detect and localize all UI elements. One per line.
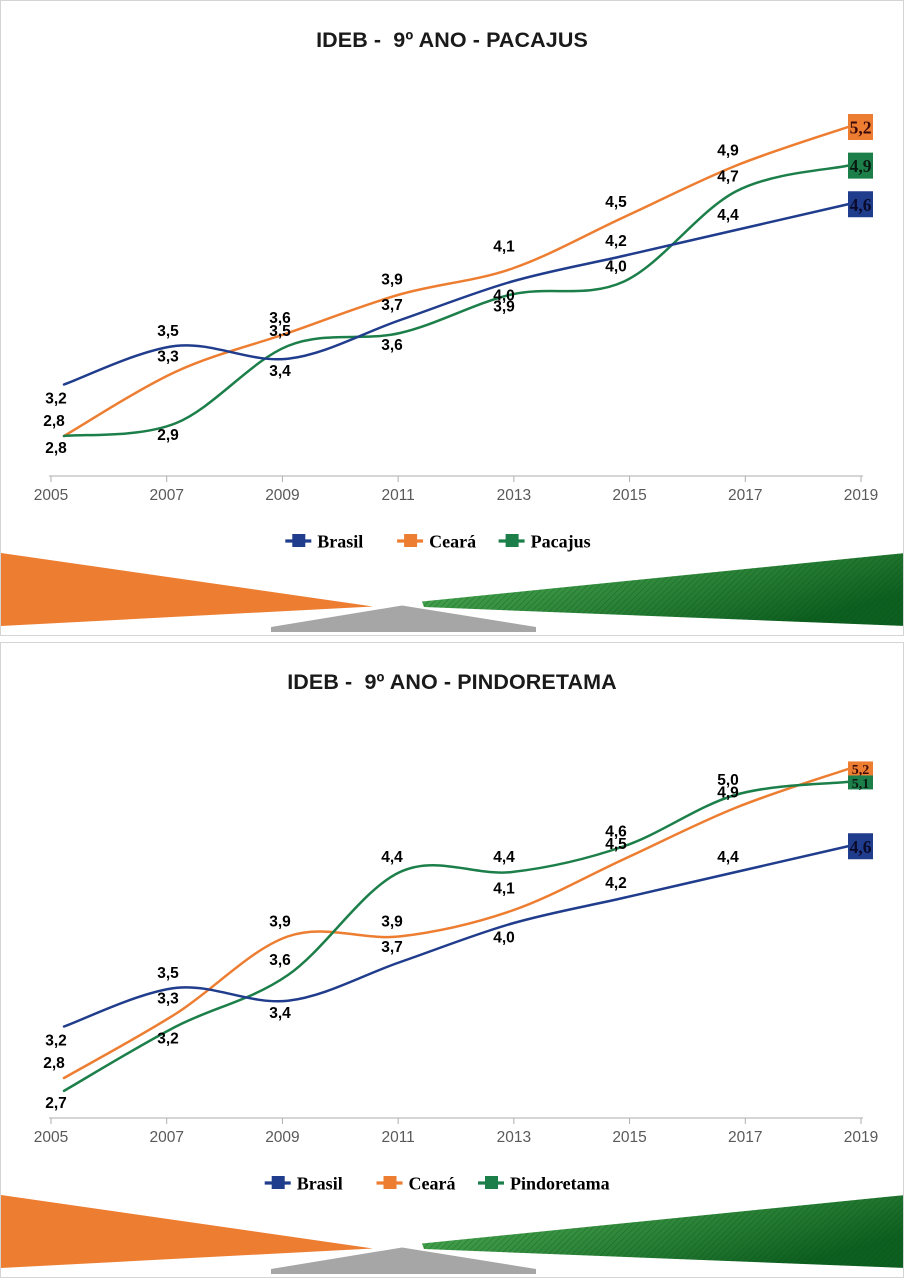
svg-text:4,7: 4,7 bbox=[717, 168, 739, 185]
svg-text:4,4: 4,4 bbox=[717, 207, 739, 224]
svg-text:3,6: 3,6 bbox=[381, 337, 403, 354]
svg-text:2007: 2007 bbox=[149, 487, 183, 504]
svg-text:2,8: 2,8 bbox=[43, 413, 65, 430]
svg-text:3,2: 3,2 bbox=[45, 1033, 67, 1050]
svg-text:4,6: 4,6 bbox=[850, 195, 872, 215]
svg-text:5,0: 5,0 bbox=[717, 772, 739, 789]
svg-text:2007: 2007 bbox=[149, 1129, 183, 1146]
svg-text:4,0: 4,0 bbox=[493, 930, 515, 947]
svg-text:4,0: 4,0 bbox=[605, 259, 627, 276]
svg-text:2011: 2011 bbox=[381, 1129, 414, 1146]
svg-text:2017: 2017 bbox=[728, 1129, 762, 1146]
svg-text:4,6: 4,6 bbox=[850, 837, 872, 857]
svg-text:2013: 2013 bbox=[497, 1129, 531, 1146]
svg-text:4,4: 4,4 bbox=[381, 849, 403, 866]
svg-text:3,2: 3,2 bbox=[45, 391, 67, 408]
svg-text:4,9: 4,9 bbox=[717, 143, 739, 160]
svg-text:3,5: 3,5 bbox=[269, 323, 291, 340]
svg-text:2013: 2013 bbox=[497, 487, 531, 504]
svg-text:Brasil: Brasil bbox=[317, 532, 363, 552]
svg-text:4,4: 4,4 bbox=[493, 849, 515, 866]
svg-text:5,2: 5,2 bbox=[850, 118, 872, 138]
svg-text:4,2: 4,2 bbox=[605, 233, 627, 250]
svg-text:Ceará: Ceará bbox=[409, 1174, 456, 1194]
svg-text:3,7: 3,7 bbox=[381, 939, 403, 956]
svg-text:Pindoretama: Pindoretama bbox=[510, 1174, 610, 1194]
svg-text:3,9: 3,9 bbox=[381, 271, 403, 288]
svg-text:5,1: 5,1 bbox=[852, 777, 870, 792]
svg-text:2005: 2005 bbox=[34, 487, 68, 504]
svg-text:3,4: 3,4 bbox=[269, 1005, 291, 1022]
svg-text:2017: 2017 bbox=[728, 487, 762, 504]
svg-text:3,3: 3,3 bbox=[157, 349, 179, 366]
svg-text:Brasil: Brasil bbox=[297, 1174, 343, 1194]
svg-text:4,4: 4,4 bbox=[717, 849, 739, 866]
svg-text:2,7: 2,7 bbox=[45, 1095, 67, 1112]
svg-text:3,9: 3,9 bbox=[269, 913, 291, 930]
svg-text:2009: 2009 bbox=[265, 487, 299, 504]
svg-text:2019: 2019 bbox=[844, 1129, 878, 1146]
svg-text:4,1: 4,1 bbox=[493, 881, 515, 898]
svg-text:3,5: 3,5 bbox=[157, 323, 179, 340]
svg-text:3,3: 3,3 bbox=[157, 991, 179, 1008]
svg-text:3,9: 3,9 bbox=[493, 298, 515, 315]
svg-text:2,9: 2,9 bbox=[157, 427, 179, 444]
svg-text:Ceará: Ceará bbox=[429, 532, 476, 552]
svg-text:2015: 2015 bbox=[612, 487, 646, 504]
svg-text:2011: 2011 bbox=[381, 487, 414, 504]
svg-text:3,5: 3,5 bbox=[157, 965, 179, 982]
svg-text:3,4: 3,4 bbox=[269, 363, 291, 380]
svg-text:4,6: 4,6 bbox=[605, 823, 627, 840]
svg-text:4,1: 4,1 bbox=[493, 239, 515, 256]
svg-text:2,8: 2,8 bbox=[45, 440, 67, 457]
svg-text:Pacajus: Pacajus bbox=[531, 532, 591, 552]
svg-text:2005: 2005 bbox=[34, 1129, 68, 1146]
svg-text:2019: 2019 bbox=[844, 487, 878, 504]
svg-text:2009: 2009 bbox=[265, 1129, 299, 1146]
svg-text:3,7: 3,7 bbox=[381, 297, 403, 314]
svg-text:2015: 2015 bbox=[612, 1129, 646, 1146]
svg-text:3,9: 3,9 bbox=[381, 913, 403, 930]
svg-text:4,5: 4,5 bbox=[605, 194, 627, 211]
svg-text:4,2: 4,2 bbox=[605, 875, 627, 892]
svg-text:3,6: 3,6 bbox=[269, 952, 291, 969]
svg-text:3,2: 3,2 bbox=[157, 1031, 179, 1048]
svg-text:2,8: 2,8 bbox=[43, 1055, 65, 1072]
svg-text:4,9: 4,9 bbox=[850, 156, 872, 176]
